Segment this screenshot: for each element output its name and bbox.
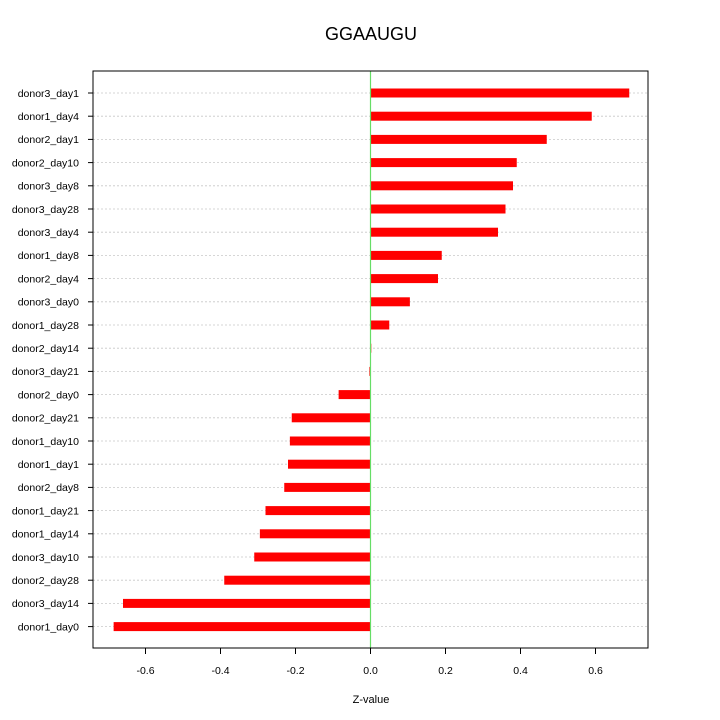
bar-donor2_day28 [224, 575, 371, 585]
bar-donor3_day8 [370, 181, 513, 191]
y-tick-label: donor2_day4 [18, 273, 79, 285]
bar-donor1_day8 [370, 250, 442, 260]
y-tick-label: donor3_day28 [12, 204, 79, 216]
bar-donor1_day21 [265, 506, 371, 516]
bar-donor3_day0 [370, 297, 410, 307]
x-tick-label: 0.2 [438, 665, 453, 677]
chart-title: GGAAUGU [325, 24, 417, 44]
x-tick-label: -0.2 [286, 665, 304, 677]
bar-donor2_day10 [370, 158, 517, 168]
y-tick-label: donor2_day21 [12, 413, 79, 425]
y-tick-label: donor3_day8 [18, 181, 79, 193]
x-tick-label: -0.4 [211, 665, 229, 677]
bar-donor3_day1 [370, 88, 630, 98]
bar-donor1_day0 [113, 622, 371, 632]
y-tick-label: donor3_day21 [12, 366, 79, 378]
y-tick-label: donor3_day0 [18, 297, 79, 309]
y-tick-label: donor1_day1 [18, 459, 79, 471]
y-tick-label: donor1_day14 [12, 529, 79, 541]
bars [113, 88, 630, 632]
x-axis-label: Z-value [353, 694, 390, 706]
bar-donor2_day8 [284, 482, 371, 492]
y-tick-label: donor3_day14 [12, 598, 79, 610]
bar-donor2_day0 [338, 390, 371, 400]
y-axis: donor3_day1 donor1_day4 donor2_day1 donor2_… [12, 88, 93, 633]
y-tick-label: donor1_day4 [18, 111, 79, 123]
y-tick-label: donor3_day1 [18, 88, 79, 100]
x-axis: -0.6 -0.4 -0.2 0.0 0.2 0.4 0.6 [136, 648, 603, 677]
bar-donor2_day4 [370, 274, 438, 284]
x-tick-label: 0.6 [588, 665, 603, 677]
y-tick-label: donor3_day4 [18, 227, 79, 239]
bar-donor3_day14 [123, 598, 371, 608]
bar-donor1_day14 [259, 529, 371, 539]
bar-donor3_day10 [254, 552, 371, 562]
y-tick-label: donor1_day21 [12, 505, 79, 517]
bar-donor1_day4 [370, 111, 592, 121]
y-tick-label: donor2_day8 [18, 482, 79, 494]
y-tick-label: donor2_day28 [12, 575, 79, 587]
y-tick-label: donor2_day0 [18, 389, 79, 401]
y-tick-label: donor1_day8 [18, 250, 79, 262]
bar-donor3_day28 [370, 204, 506, 214]
bar-donor3_day4 [370, 227, 498, 237]
bar-donor2_day1 [370, 134, 547, 144]
y-tick-label: donor1_day0 [18, 621, 79, 633]
x-tick-label: 0.0 [363, 665, 378, 677]
y-tick-label: donor2_day1 [18, 134, 79, 146]
y-tick-label: donor3_day10 [12, 552, 79, 564]
x-tick-label: 0.4 [513, 665, 528, 677]
bar-donor2_day21 [291, 413, 371, 423]
y-tick-label: donor2_day10 [12, 157, 79, 169]
x-tick-label: -0.6 [136, 665, 154, 677]
y-tick-label: donor2_day14 [12, 343, 79, 355]
bar-donor1_day1 [288, 459, 371, 469]
bar-donor1_day10 [289, 436, 371, 446]
bar-donor1_day28 [370, 320, 390, 330]
y-tick-label: donor1_day10 [12, 436, 79, 448]
y-tick-label: donor1_day28 [12, 320, 79, 332]
